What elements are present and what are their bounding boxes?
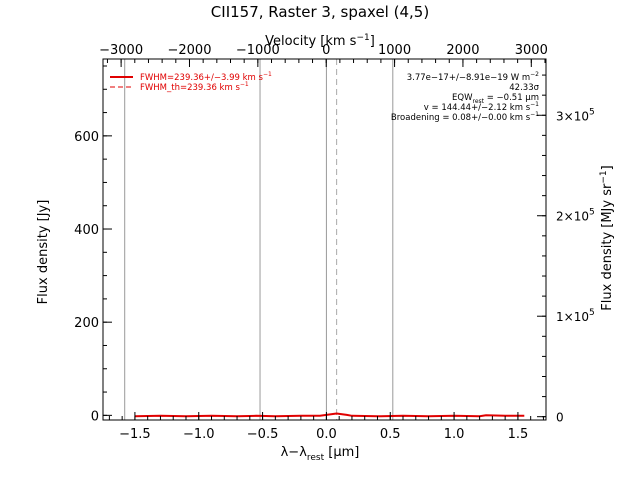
top-tick-label: −3000 — [99, 43, 143, 58]
bottom-tick-label: −1.0 — [183, 427, 215, 442]
annotation-line: 3.77e−17+/−8.91e−19 W m−2 — [407, 71, 539, 83]
top-axis-label-text: Velocity [km s — [265, 34, 357, 49]
right-tick-label-exp: 5 — [589, 208, 595, 218]
annotation-value: = −0.51 μm — [484, 93, 539, 103]
annotation-line: 42.33σ — [509, 83, 539, 93]
left-tick-label: 200 — [74, 316, 99, 331]
right-tick-label-base: 1×10 — [556, 310, 589, 324]
left-axis-label: Flux density [Jy] — [36, 200, 51, 305]
annotation-text: v = 144.44+/−2.12 km s — [424, 103, 531, 113]
series-line — [134, 412, 525, 418]
top-tick-label: 2000 — [446, 43, 479, 58]
bottom-tick-label: 0.0 — [316, 427, 337, 442]
bottom-tick-label: −1.5 — [119, 427, 151, 442]
legend-label-sup: −1 — [240, 81, 249, 88]
annotation-sup: −2 — [530, 71, 539, 78]
legend-label: FWHM_th=239.36 km s−1 — [140, 81, 249, 93]
annotation-text: Broadening = 0.08+/−0.00 km s — [391, 113, 531, 123]
legend-label-text: FWHM_th=239.36 km s — [140, 83, 240, 93]
annotation-text: 42.33σ — [509, 83, 539, 93]
right-tick-label: 2×105 — [556, 208, 595, 224]
right-tick-label-base: 2×10 — [556, 210, 589, 224]
annotation-sup: −1 — [530, 111, 539, 118]
annotation-text: 3.77e−17+/−8.91e−19 W m — [407, 73, 530, 83]
right-tick-label: 0 — [556, 411, 564, 425]
top-axis-label: Velocity [km s−1] — [265, 33, 375, 49]
left-axis: 0 200 400 600 — [74, 65, 112, 424]
top-tick-label: −1000 — [236, 43, 280, 58]
left-tick-label: 0 — [91, 409, 99, 424]
top-axis-label-end: ] — [370, 34, 375, 49]
bottom-tick-label: 1.0 — [444, 427, 465, 442]
bottom-axis-label-sub: rest — [307, 453, 325, 463]
right-tick-label-exp: 5 — [589, 107, 595, 117]
top-tick-label: −2000 — [167, 43, 211, 58]
bottom-axis: −1.5 −1.0 −0.5 0.0 0.5 1.0 1.5 — [108, 412, 544, 442]
right-tick-label: 3×105 — [556, 107, 595, 123]
annotation-line: v = 144.44+/−2.12 km s−1 — [424, 101, 539, 113]
legend: FWHM=239.36+/−3.99 km s−1FWHM_th=239.36 … — [110, 71, 272, 93]
annotation-text: EQW — [452, 93, 473, 103]
top-axis: −3000 −2000 −1000 0 1000 2000 3000 — [99, 43, 548, 67]
annotation-line: EQWrest = −0.51 μm — [452, 93, 539, 105]
bottom-tick-label: 1.5 — [508, 427, 529, 442]
legend-label-text: FWHM=239.36+/−3.99 km s — [140, 73, 264, 83]
bottom-axis-label: λ−λrest [μm] — [281, 445, 360, 463]
legend-label-sup: −1 — [263, 71, 272, 78]
annotation-line: Broadening = 0.08+/−0.00 km s−1 — [391, 111, 539, 123]
chart-title: CII157, Raster 3, spaxel (4,5) — [211, 3, 429, 21]
bottom-axis-label-main: λ−λ — [281, 445, 308, 460]
series-layer — [134, 412, 525, 418]
top-tick-label: 0 — [322, 43, 330, 58]
right-axis-label-text: Flux density [MJy sr — [600, 183, 615, 311]
right-tick-label-base: 3×10 — [556, 109, 589, 123]
right-axis-label-sup: −1 — [599, 170, 609, 183]
top-tick-label: 3000 — [515, 43, 548, 58]
plot-frame — [102, 58, 547, 421]
bottom-axis-label-unit: [μm] — [324, 445, 359, 460]
annotation-sub: rest — [473, 98, 485, 105]
bottom-tick-label: 0.5 — [380, 427, 401, 442]
annotation-sup: −1 — [530, 101, 539, 108]
right-axis-label: Flux density [MJy sr−1] — [599, 165, 615, 310]
left-tick-label: 600 — [74, 130, 99, 145]
left-tick-label: 400 — [74, 223, 99, 238]
bottom-tick-label: −0.5 — [247, 427, 279, 442]
right-axis-label-end: ] — [600, 165, 615, 170]
reference-lines — [124, 59, 394, 420]
right-tick-label-exp: 5 — [589, 308, 595, 318]
legend-label: FWHM=239.36+/−3.99 km s−1 — [140, 71, 272, 83]
top-axis-label-sup: −1 — [356, 33, 369, 43]
right-tick-label-base: 0 — [556, 411, 564, 425]
right-tick-label: 1×105 — [556, 308, 595, 324]
top-tick-label: 1000 — [378, 43, 411, 58]
